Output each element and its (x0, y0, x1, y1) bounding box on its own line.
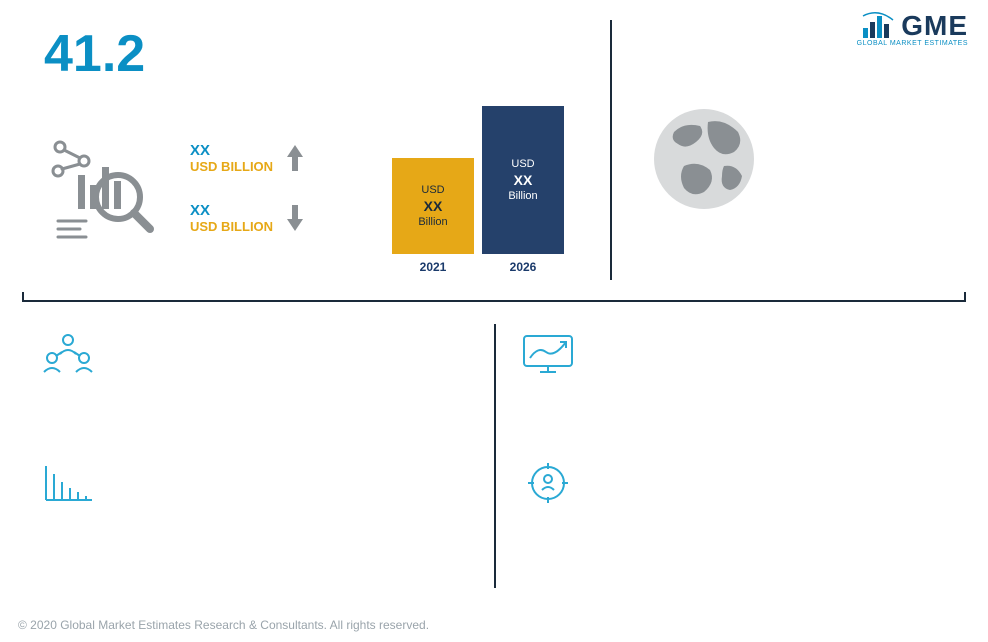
analytics-icon (40, 133, 160, 243)
divider-lower-vertical (494, 324, 496, 588)
bar-chart: USDXXBillion 2021 USDXXBillion 2026 (392, 104, 592, 274)
market-size-low-value: XX (190, 202, 273, 219)
market-size-low-unit: USD BILLION (190, 219, 273, 234)
quad-bottom-right (520, 460, 576, 506)
target-user-icon (520, 460, 576, 506)
chart-bar: USDXXBillion (482, 106, 564, 254)
chart-bar-year: 2021 (420, 260, 447, 274)
copyright-footer: © 2020 Global Market Estimates Research … (18, 618, 429, 632)
monitor-trend-icon (520, 332, 576, 378)
arrow-up-icon (285, 143, 305, 173)
divider-tick (964, 292, 966, 302)
logo: GME (861, 10, 968, 42)
market-size-high-value: XX (190, 142, 273, 159)
chart-bar-year: 2026 (510, 260, 537, 274)
quad-top-left (40, 332, 96, 378)
team-icon (40, 332, 96, 378)
arrow-down-icon (285, 203, 305, 233)
divider-top-vertical (610, 20, 612, 280)
market-size-high-unit: USD BILLION (190, 159, 273, 174)
bar-chart-icon (40, 460, 96, 506)
quad-top-right (520, 332, 576, 378)
logo-text: GME (901, 10, 968, 42)
market-size-high: XX USD BILLION (190, 142, 305, 174)
divider-mid-horizontal (22, 300, 966, 302)
headline-stat: 41.2 (44, 24, 145, 84)
divider-tick (22, 292, 24, 302)
quad-bottom-left (40, 460, 96, 506)
logo-icon (861, 12, 895, 40)
chart-bar: USDXXBillion (392, 158, 474, 254)
globe-icon (644, 104, 764, 214)
logo-subtitle: GLOBAL MARKET ESTIMATES (857, 40, 968, 47)
market-size-low: XX USD BILLION (190, 202, 305, 234)
